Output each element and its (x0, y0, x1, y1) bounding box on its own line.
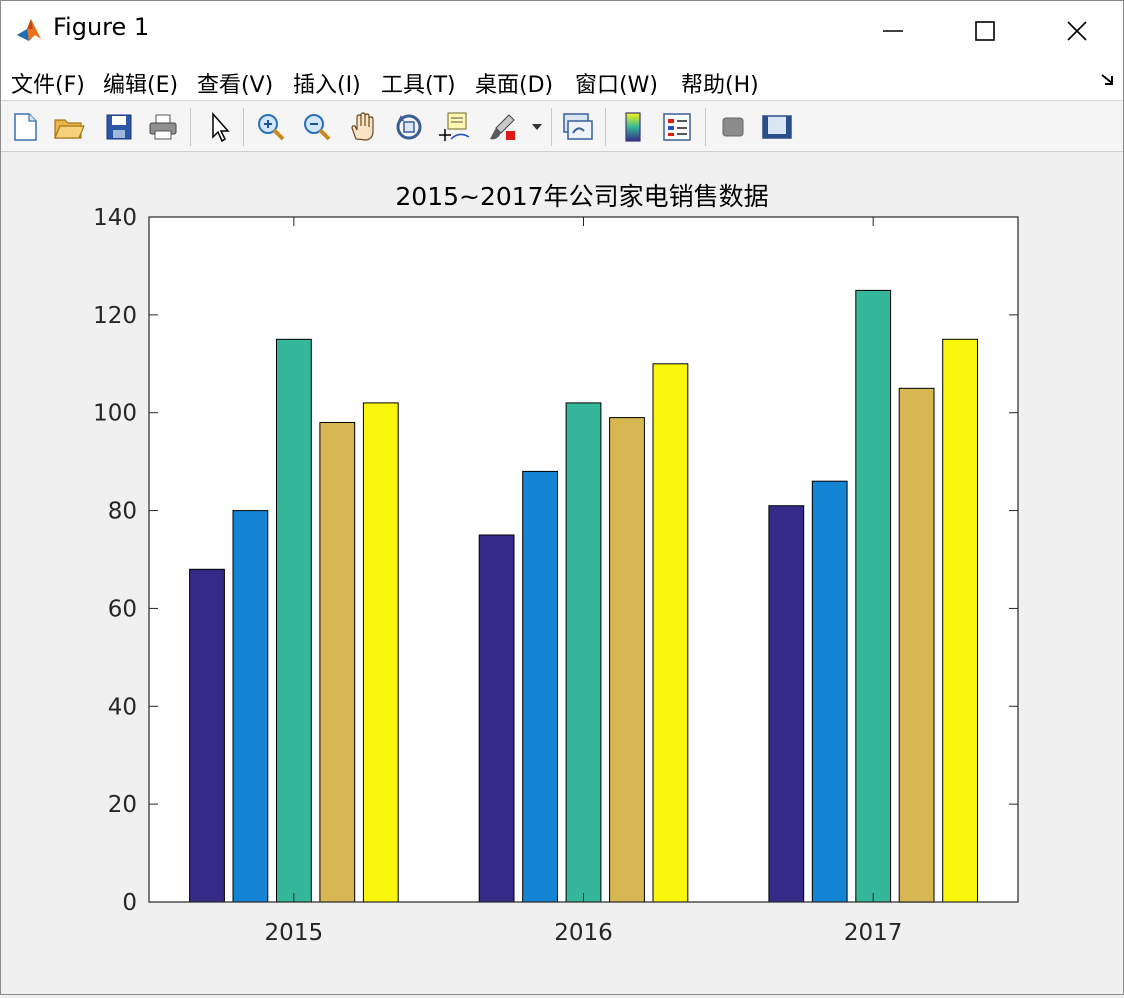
matlab-logo-icon (15, 15, 45, 45)
bar-2017-series-4 (898, 387, 935, 903)
menu-desktop[interactable]: 桌面(D) (475, 73, 554, 98)
menu-tools[interactable]: 工具(T) (381, 73, 456, 98)
bar-2017-series-1 (768, 505, 805, 903)
menu-bar: 文件(F) 编辑(E) 查看(V) 插入(I) 工具(T) 桌面(D) 窗口(W… (1, 61, 1123, 101)
menu-help[interactable]: 帮助(H) (681, 73, 759, 98)
print-icon[interactable] (145, 108, 181, 146)
bar-2016-series-2 (522, 470, 559, 903)
maximize-button[interactable] (939, 1, 1031, 61)
maximize-icon (975, 21, 995, 41)
menu-insert[interactable]: 插入(I) (293, 73, 361, 98)
x-tick-label: 2017 (844, 920, 903, 946)
select-pointer-icon[interactable] (201, 108, 237, 146)
chart-title: 2015~2017年公司家电销售数据 (395, 182, 768, 211)
x-tick-label: 2016 (554, 920, 613, 946)
data-cursor-icon[interactable] (437, 108, 473, 146)
y-tick-label: 60 (108, 596, 137, 622)
toolbar-separator (551, 108, 552, 146)
close-icon (1067, 21, 1087, 41)
colorbar-icon[interactable] (615, 108, 651, 146)
y-tick-label: 20 (108, 792, 137, 818)
figure-toolbar (1, 102, 1123, 152)
hide-plot-tools-icon[interactable] (715, 108, 751, 146)
bar-2016-series-4 (609, 417, 645, 903)
toolbar-separator (705, 108, 706, 146)
window-title: Figure 1 (53, 13, 150, 41)
save-icon[interactable] (101, 108, 137, 146)
bar-2015-series-3 (276, 338, 312, 903)
open-file-icon[interactable] (51, 108, 87, 146)
minimize-icon (883, 30, 903, 32)
y-tick-label: 80 (108, 499, 137, 525)
toolbar-separator (605, 108, 606, 146)
y-tick-label: 120 (93, 303, 137, 329)
bar-2017-series-2 (811, 480, 848, 903)
plot-area: 0 20 40 60 80 100 120 140 2015 2016 2017 (93, 205, 1019, 946)
brush-icon[interactable] (485, 108, 521, 146)
rotate-3d-icon[interactable] (391, 108, 427, 146)
bar-2017-series-3 (855, 289, 892, 903)
link-plot-icon[interactable] (559, 108, 595, 146)
bar-2015-series-4 (319, 422, 356, 903)
new-figure-icon[interactable] (7, 108, 43, 146)
bar-2015-series-5 (362, 402, 399, 903)
bar-2016-series-3 (565, 402, 602, 903)
title-bar: Figure 1 (1, 1, 1123, 61)
minimize-button[interactable] (847, 1, 939, 61)
toolbar-separator (190, 108, 191, 146)
toolbar-separator (243, 108, 244, 146)
menu-view[interactable]: 查看(V) (197, 73, 274, 98)
menu-edit[interactable]: 编辑(E) (103, 73, 179, 98)
bar-2016-series-5 (652, 363, 689, 903)
y-tick-label: 140 (93, 205, 137, 231)
y-tick-label: 100 (93, 401, 137, 427)
menu-window[interactable]: 窗口(W) (575, 73, 658, 98)
bar-2015-series-1 (189, 568, 225, 903)
menu-file[interactable]: 文件(F) (11, 73, 85, 98)
pan-hand-icon[interactable] (345, 108, 381, 146)
legend-icon[interactable] (659, 108, 695, 146)
bar-2017-series-5 (942, 338, 979, 903)
figure-canvas: 2015~2017年公司家电销售数据 0 20 40 60 80 100 120 140 201… (1, 153, 1123, 994)
bar-2016-series-1 (478, 534, 515, 903)
zoom-in-icon[interactable] (253, 108, 289, 146)
bar-2015-series-2 (232, 510, 269, 903)
show-plot-tools-icon[interactable] (759, 108, 795, 146)
y-tick-label: 40 (108, 694, 137, 720)
zoom-out-icon[interactable] (299, 108, 335, 146)
brush-dropdown-chevron-down-icon[interactable] (527, 108, 547, 146)
x-tick-label: 2015 (265, 920, 324, 946)
bar-chart: 2015~2017年公司家电销售数据 0 20 40 60 80 100 120 140 201… (93, 182, 1019, 946)
close-button[interactable] (1031, 1, 1123, 61)
menu-dock-arrow-icon[interactable] (1099, 71, 1117, 89)
y-tick-label: 0 (122, 890, 137, 916)
